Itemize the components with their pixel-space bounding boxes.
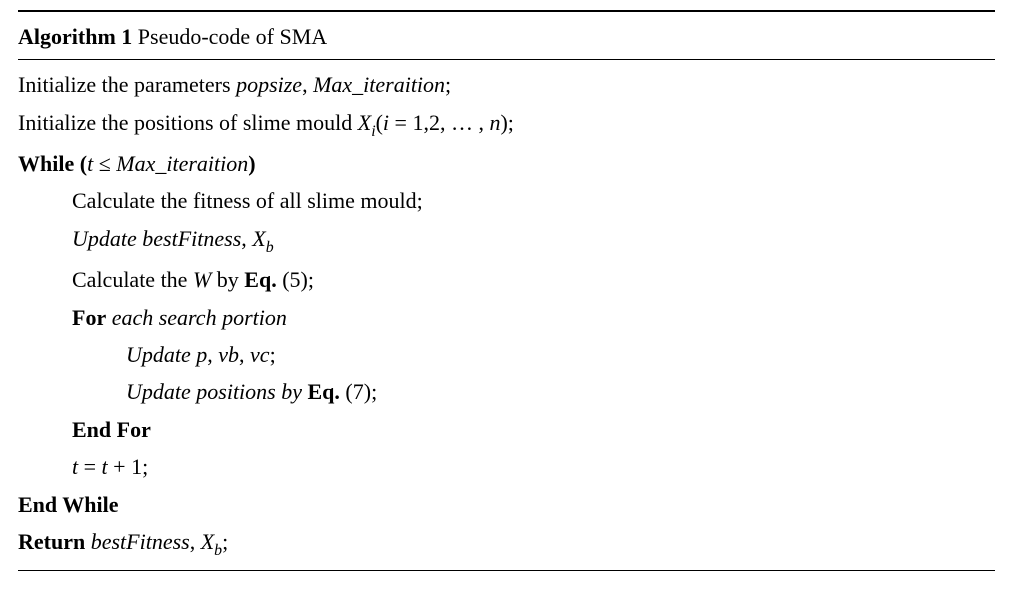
text: Initialize the positions of slime mould bbox=[18, 110, 358, 135]
text: by bbox=[211, 267, 244, 292]
kw-end-while: End While bbox=[18, 492, 118, 517]
line-update-pvbvc: Update p, vb, vc; bbox=[18, 336, 995, 373]
text: , bbox=[302, 72, 313, 97]
line-end-while: End While bbox=[18, 486, 995, 523]
text: + 1; bbox=[108, 454, 149, 479]
var-vc: vc bbox=[250, 342, 270, 367]
text: (5); bbox=[277, 267, 314, 292]
line-for: For each search portion bbox=[18, 299, 995, 336]
text: Update bestFitness bbox=[72, 226, 241, 251]
line-update-best: Update bestFitness, Xb bbox=[18, 220, 995, 261]
kw-for: For bbox=[72, 305, 106, 330]
line-update-pos: Update positions by Eq. (7); bbox=[18, 373, 995, 410]
text: ); bbox=[500, 110, 513, 135]
text: (7); bbox=[340, 379, 377, 404]
for-cond: each search portion bbox=[112, 305, 287, 330]
text: , bbox=[207, 342, 218, 367]
var-x: X bbox=[252, 226, 265, 251]
text: ( bbox=[376, 110, 383, 135]
paren: ) bbox=[248, 151, 255, 176]
var-vb: vb bbox=[218, 342, 239, 367]
var-maxiter: Max_iteraition bbox=[116, 151, 248, 176]
line-end-for: End For bbox=[18, 411, 995, 448]
text: , bbox=[241, 226, 252, 251]
eq-ref: Eq. bbox=[244, 267, 276, 292]
algorithm-desc: Pseudo-code of SMA bbox=[132, 24, 327, 49]
text: , bbox=[239, 342, 250, 367]
sub-b: b bbox=[214, 542, 222, 559]
var-x: X bbox=[201, 529, 214, 554]
text: ; bbox=[445, 72, 451, 97]
title-line: Algorithm 1 Pseudo-code of SMA bbox=[18, 18, 995, 55]
eq-ref: Eq. bbox=[308, 379, 340, 404]
kw-return: Return bbox=[18, 529, 85, 554]
kw-end-for: End For bbox=[72, 417, 151, 442]
sub-i: i bbox=[371, 123, 375, 140]
line-calc-fitness: Calculate the fitness of all slime mould… bbox=[18, 182, 995, 219]
rule-bottom bbox=[18, 570, 995, 571]
sub-b: b bbox=[266, 239, 274, 256]
algorithm-label: Algorithm 1 bbox=[18, 24, 132, 49]
op-le: ≤ bbox=[93, 151, 116, 176]
rule-top bbox=[18, 10, 995, 12]
text: Initialize the parameters bbox=[18, 72, 236, 97]
text: Update p bbox=[126, 342, 207, 367]
param-popsize: popsize bbox=[236, 72, 302, 97]
text: = bbox=[78, 454, 101, 479]
text: Update positions by bbox=[126, 379, 302, 404]
var-n: n bbox=[489, 110, 500, 135]
line-init-pos: Initialize the positions of slime mould … bbox=[18, 104, 995, 145]
text: , bbox=[190, 529, 201, 554]
line-t-inc: t = t + 1; bbox=[18, 448, 995, 485]
rule-mid bbox=[18, 59, 995, 60]
line-while: While (t ≤ Max_iteraition) bbox=[18, 145, 995, 182]
text: Calculate the bbox=[72, 267, 193, 292]
var-bestfitness: bestFitness bbox=[91, 529, 190, 554]
line-init-params: Initialize the parameters popsize, Max_i… bbox=[18, 66, 995, 103]
var-w: W bbox=[193, 267, 211, 292]
var-x: X bbox=[358, 110, 371, 135]
text: = 1,2, … , bbox=[389, 110, 489, 135]
kw-while: While ( bbox=[18, 151, 87, 176]
algorithm-box: { "layout": { "width_px": 1013, "height_… bbox=[0, 0, 1013, 603]
text: ; bbox=[222, 529, 228, 554]
text: Calculate the fitness of all slime mould… bbox=[72, 188, 423, 213]
line-calc-w: Calculate the W by Eq. (5); bbox=[18, 261, 995, 298]
line-return: Return bestFitness, Xb; bbox=[18, 523, 995, 564]
param-maxiter: Max_iteraition bbox=[313, 72, 445, 97]
text: ; bbox=[270, 342, 276, 367]
